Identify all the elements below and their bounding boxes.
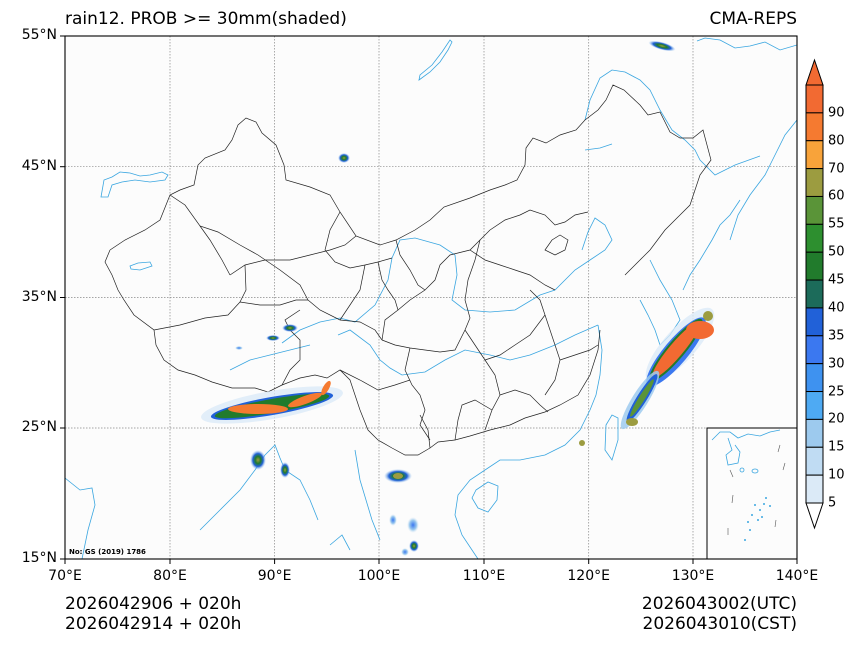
colorbar-swatch xyxy=(805,363,824,393)
valid-time-cst: 2026043010(CST) xyxy=(642,614,797,634)
colorbar-tick-label: 15 xyxy=(828,439,845,455)
colorbar-swatch xyxy=(805,84,824,114)
lon-label-100e: 100°E xyxy=(357,568,401,584)
lat-label-25n: 25°N xyxy=(21,419,57,435)
colorbar-swatch xyxy=(805,446,824,476)
colorbar-swatch xyxy=(805,112,824,142)
colorbar-extend-max xyxy=(805,58,824,86)
precip-probability-shading xyxy=(201,40,715,556)
lon-label-130e: 130°E xyxy=(671,568,715,584)
colorbar-tick-label: 10 xyxy=(828,467,845,483)
valid-time-utc: 2026043002(UTC) xyxy=(641,594,797,614)
lon-label-70e: 70°E xyxy=(48,568,82,584)
lat-label-55n: 55°N xyxy=(21,27,57,43)
lon-label-120e: 120°E xyxy=(567,568,610,584)
colorbar-tick-label: 40 xyxy=(828,300,845,316)
colorbar-tick-label: 35 xyxy=(828,328,845,344)
valid-time-block: 2026043002(UTC) 2026043010(CST) xyxy=(642,594,797,634)
init-time-utc: 2026042906 + 020h xyxy=(65,594,242,614)
colorbar-swatch xyxy=(805,223,824,253)
model-name: CMA-REPS xyxy=(709,9,797,29)
colorbar-tick-label: 45 xyxy=(828,272,845,288)
colorbar-extend-min xyxy=(805,502,824,530)
colorbar-tick-label: 20 xyxy=(828,411,845,427)
colorbar-tick-label: 80 xyxy=(828,133,845,149)
colorbar-tick-label: 60 xyxy=(828,188,845,204)
colorbar-swatch xyxy=(805,474,824,504)
colorbar-tick-label: 25 xyxy=(828,384,845,400)
colorbar-tick-label: 5 xyxy=(828,495,837,511)
chart-title: rain12. PROB >= 30mm(shaded) xyxy=(65,9,347,29)
south-china-sea-inset xyxy=(706,427,798,560)
map-approval-number: No: GS (2019) 1786 xyxy=(69,548,146,556)
lon-label-80e: 80°E xyxy=(153,568,187,584)
lat-label-15n: 15°N xyxy=(21,550,57,566)
colorbar-swatch xyxy=(805,391,824,420)
colorbar-tick-label: 70 xyxy=(828,161,845,177)
country-and-province-borders xyxy=(104,84,712,456)
graticule xyxy=(65,36,797,559)
lat-label-35n: 35°N xyxy=(21,289,57,305)
colorbar-tick-label: 50 xyxy=(828,244,845,260)
colorbar-swatch xyxy=(805,307,824,337)
colorbar-swatch xyxy=(805,195,824,225)
colorbar-swatch xyxy=(805,140,824,170)
init-time-cst: 2026042914 + 020h xyxy=(65,614,242,634)
colorbar-swatch xyxy=(805,279,824,309)
lon-label-90e: 90°E xyxy=(257,568,292,584)
lon-label-110e: 110°E xyxy=(462,568,506,584)
colorbar-swatch xyxy=(805,418,824,448)
colorbar-tick-label: 30 xyxy=(828,356,845,372)
axis-ticks xyxy=(60,35,798,564)
lon-label-140e: 140°E xyxy=(775,568,819,584)
colorbar-tick-label: 55 xyxy=(828,216,845,232)
colorbar-swatch xyxy=(805,335,824,365)
lat-label-45n: 45°N xyxy=(21,158,57,174)
colorbar-swatch xyxy=(805,251,824,281)
colorbar-swatch xyxy=(805,168,824,197)
colorbar xyxy=(805,58,824,530)
colorbar-tick-label: 90 xyxy=(828,105,845,121)
init-time-block: 2026042906 + 020h 2026042914 + 020h xyxy=(65,594,241,634)
